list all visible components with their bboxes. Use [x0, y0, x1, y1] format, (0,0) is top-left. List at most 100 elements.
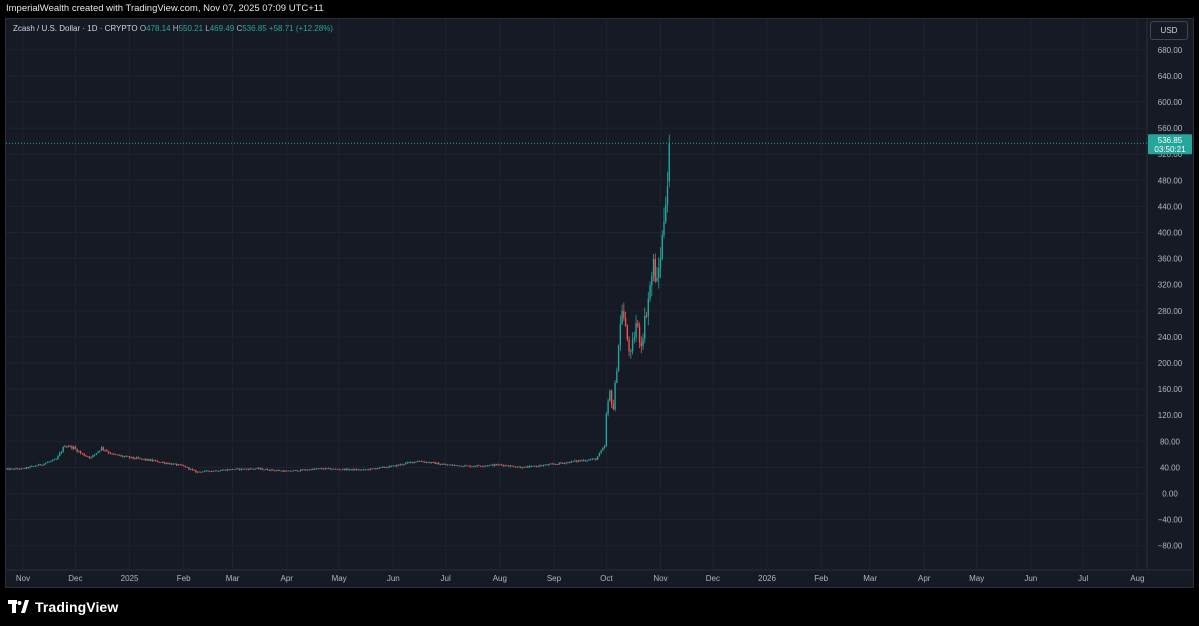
candle-body [558, 462, 560, 465]
candle-body [534, 465, 536, 467]
candle-body [458, 465, 461, 467]
candle-body [518, 466, 520, 468]
candle-body [542, 465, 545, 466]
price-axis-label: 400.00 [1158, 229, 1183, 238]
candle-body [478, 465, 480, 467]
candle-body [589, 459, 592, 461]
candle-body [617, 345, 620, 371]
candle-body [443, 464, 445, 465]
price-chart[interactable]: 680.00 640.00 600.00 560.00 520.00 480.00 440.… [6, 19, 1193, 587]
candle-body [567, 462, 569, 463]
candle-body [417, 461, 419, 463]
candle-body [64, 446, 66, 448]
currency-button[interactable]: USD [1150, 21, 1188, 40]
candle-body [401, 464, 403, 465]
candle-body [315, 468, 318, 470]
time-axis-label: May [969, 574, 984, 583]
candle-body [238, 468, 241, 470]
candle-body [663, 221, 665, 236]
candle-body [287, 470, 290, 472]
candle-body [457, 465, 459, 467]
candle-body [62, 447, 64, 452]
candle-body [102, 447, 105, 450]
candle-body [188, 467, 190, 470]
chart-pane[interactable]: 680.00 640.00 600.00 560.00 520.00 480.00 440.… [5, 18, 1194, 588]
candle-body [270, 469, 272, 471]
candle-body [638, 326, 641, 343]
candle-body [392, 465, 394, 467]
last-price-tag [1148, 134, 1192, 155]
candle-body [649, 285, 651, 299]
candle-body [205, 470, 208, 472]
candle-body [600, 450, 602, 453]
candle-body [163, 462, 166, 464]
candle-body [189, 469, 192, 470]
candle-body [425, 461, 428, 463]
candle-body [186, 467, 188, 469]
candle-body [221, 470, 223, 471]
candle-body [575, 460, 578, 462]
candle-body [326, 468, 328, 470]
time-axis-label: Dec [68, 574, 82, 583]
candle-body [259, 468, 262, 470]
candle-body [219, 470, 222, 472]
candle-body [645, 315, 648, 317]
candle-body [521, 467, 524, 469]
candle-body [500, 464, 503, 466]
candle-body [544, 464, 546, 466]
candle-body [160, 462, 162, 463]
candle-body [273, 470, 276, 472]
candle-body [371, 468, 374, 470]
candle-body [647, 298, 649, 317]
candle-body [86, 456, 89, 457]
candle-body [27, 467, 29, 468]
candle-body [460, 465, 463, 467]
candle-body [582, 460, 585, 462]
close-label: C [236, 24, 243, 33]
candle-body [467, 465, 470, 467]
candle-body [324, 468, 326, 470]
candle-body [242, 468, 244, 470]
candle-body [268, 470, 270, 471]
candle-body [479, 465, 482, 467]
candle-body [439, 464, 442, 466]
candle-body [139, 458, 141, 460]
candle-body [472, 466, 475, 468]
brand[interactable]: TradingView [8, 598, 118, 616]
candle-body [172, 463, 174, 465]
candle-body [348, 469, 351, 471]
candle-body [448, 464, 450, 466]
candle-body [317, 468, 319, 470]
candle-body [286, 470, 288, 472]
candle-body [553, 463, 555, 465]
candle-body [406, 462, 408, 464]
candle-body [535, 465, 538, 467]
candle-body [527, 466, 529, 468]
price-axis-label: 440.00 [1158, 202, 1183, 211]
candle-body [17, 468, 19, 470]
candle-body [369, 468, 372, 470]
price-axis-label: 320.00 [1158, 281, 1183, 290]
candle-body [167, 463, 169, 465]
candle-body [71, 445, 73, 449]
time-axis-label: Jul [441, 574, 451, 583]
candle-body [390, 465, 393, 467]
candle-body [341, 468, 344, 470]
candle-body [144, 458, 146, 461]
candle-body [198, 471, 201, 473]
candle-body [169, 463, 171, 465]
candle-body [640, 342, 642, 347]
candle-body [76, 448, 78, 452]
candle-body [22, 468, 24, 470]
candle-body [266, 468, 269, 471]
candle-body [628, 339, 630, 352]
candle-body [450, 464, 452, 466]
candle-body [97, 451, 99, 454]
candle-body [420, 461, 422, 462]
time-axis-label: Feb [177, 574, 191, 583]
candle-body [528, 466, 531, 468]
candle-body [195, 470, 197, 473]
candle-body [464, 465, 466, 467]
candle-body [48, 461, 50, 463]
candle-body [13, 468, 15, 470]
